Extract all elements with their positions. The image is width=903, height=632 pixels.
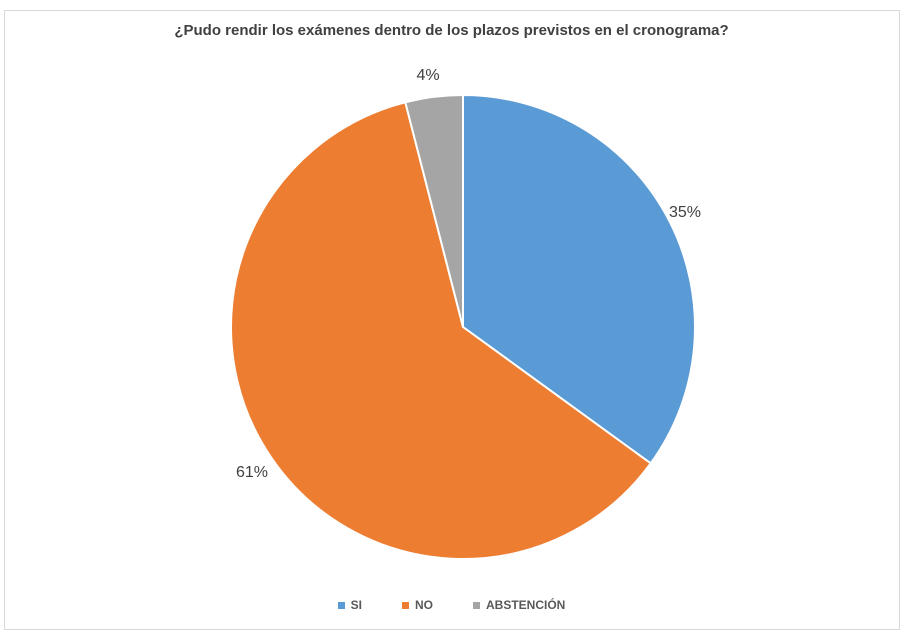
legend-label: SI [350,598,362,612]
data-label-abstenci-n: 4% [416,67,439,84]
chart-title: ¿Pudo rendir los exámenes dentro de los … [174,22,729,39]
data-label-no: 61% [236,464,268,481]
legend-swatch [337,601,345,609]
legend-swatch [473,601,480,609]
legend-swatch [402,601,409,609]
legend-item-abstenci-n: ABSTENCIÓN [473,598,565,612]
legend-item-si: SI [337,598,362,612]
legend: SI NO ABSTENCIÓN [0,598,903,612]
pie-slice-abstenci-n [404,93,464,328]
legend-label: ABSTENCIÓN [486,598,566,612]
legend-item-no: NO [402,598,433,612]
data-label-si: 35% [669,204,701,221]
pie-slice-no [230,101,653,560]
pie-slice-si [462,93,696,465]
legend-label: NO [415,598,433,612]
